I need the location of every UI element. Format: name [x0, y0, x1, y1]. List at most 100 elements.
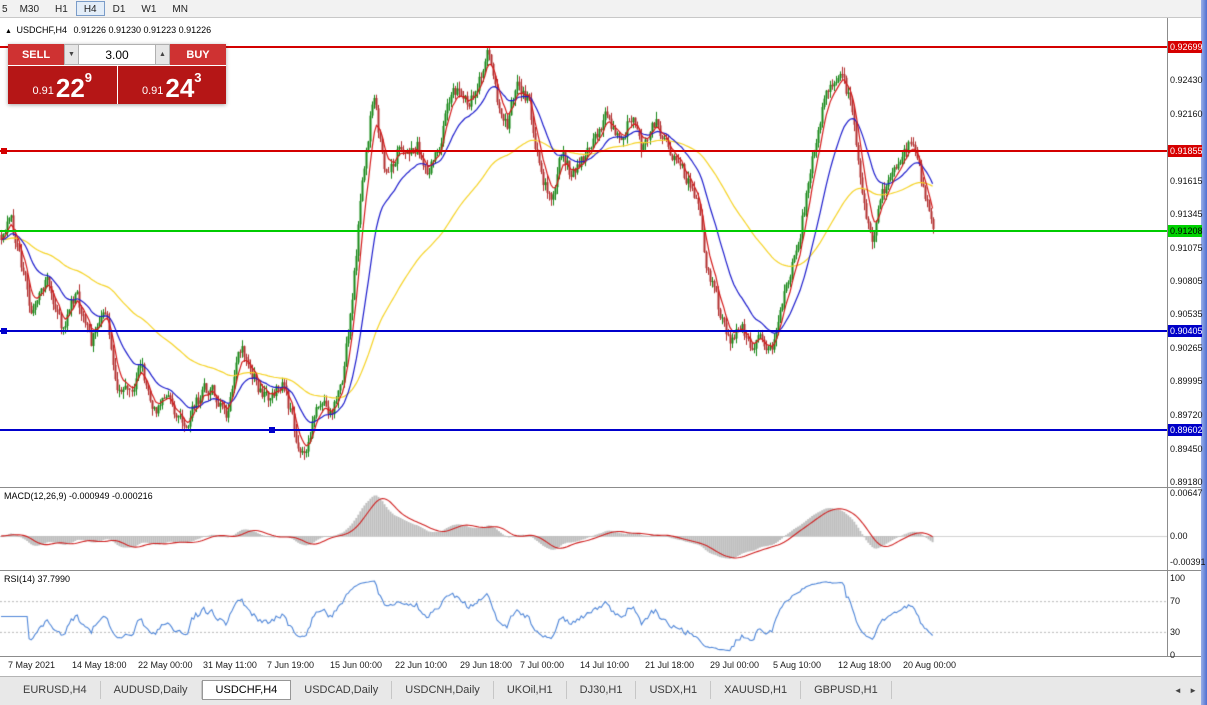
sell-price-display[interactable]: 0.91 22 9 [8, 66, 117, 104]
price-axis[interactable]: 0.92699 0.92430 0.92160 0.91855 0.91615 0.913… [1167, 18, 1206, 660]
price-axis-label: 0.91075 [1170, 242, 1203, 253]
volume-input[interactable] [79, 44, 155, 65]
time-axis-label: 15 Jun 00:00 [330, 660, 383, 670]
timeframe-button-h4[interactable]: H4 [75, 1, 105, 16]
time-axis[interactable]: 7 May 2021 14 May 18:00 22 May 00:00 31 May… [0, 657, 1167, 676]
chart-tabs: EURUSD,H4 AUDUSD,Daily USDCHF,H4 USDCAD,Dai… [0, 677, 1207, 700]
time-axis-label: 21 Jul 18:00 [645, 660, 695, 670]
timeframe-button-mn[interactable]: MN [172, 4, 188, 15]
time-axis-label: 7 May 2021 [8, 660, 56, 670]
price-axis-badge: 0.89602 [1168, 423, 1203, 436]
price-axis-badge: 0.92699 [1168, 41, 1203, 53]
line-selection-handle[interactable] [269, 426, 275, 433]
chart-tab-usdcad-daily[interactable]: USDCAD,Daily [291, 681, 393, 699]
rsi-axis-label: 0 [1170, 650, 1176, 660]
chart-tab-audusd-daily[interactable]: AUDUSD,Daily [101, 681, 202, 699]
line-selection-handle[interactable] [1, 327, 7, 334]
line-selection-handle[interactable] [1, 148, 7, 155]
time-axis-label: 5 Aug 10:00 [773, 660, 822, 670]
price-axis-label: 0.89450 [1170, 443, 1203, 454]
chart-tab-bar: EURUSD,H4 AUDUSD,Daily USDCHF,H4 USDCAD,Dai… [0, 676, 1207, 705]
one-click-trading-widget: SELL ▼ ▲ BUY 0.91 22 9 0.91 24 [8, 44, 226, 104]
macd-axis-label: 0.00647 [1170, 487, 1203, 498]
timeframe-button-d1[interactable]: D1 [112, 4, 126, 15]
chart-icon: ▲ [5, 28, 12, 35]
rsi-axis-label: 30 [1170, 626, 1181, 637]
price-axis-label: 0.91615 [1170, 175, 1203, 186]
time-axis-label: 29 Jul 00:00 [710, 660, 760, 670]
tab-scroll-right-icon[interactable]: ► [1189, 686, 1197, 695]
macd-axis-label: 0.00 [1170, 531, 1188, 541]
price-axis-label: 0.92430 [1170, 75, 1203, 86]
tab-scroll-arrows: ◄ ► [1169, 686, 1197, 695]
timeframe-toolbar: 5 M30 H1 H4 D1 W1 MN [0, 0, 1207, 18]
one-click-order-row: SELL ▼ ▲ BUY [8, 44, 226, 65]
price-axis-label: 0.91345 [1170, 209, 1203, 220]
time-axis-label: 14 Jul 10:00 [580, 660, 630, 670]
timeframe-button-5[interactable]: 5 [2, 4, 8, 15]
buy-price-pip: 3 [194, 70, 202, 85]
panel-separator[interactable] [0, 570, 1201, 571]
time-axis-label: 29 Jun 18:00 [460, 660, 513, 670]
price-axis-badge: 0.91208 [1168, 225, 1203, 238]
time-axis-label: 22 May 00:00 [138, 660, 193, 670]
price-axis-label: 0.89720 [1170, 410, 1203, 421]
timeframe-button-h1[interactable]: H1 [55, 4, 68, 15]
time-axis-label: 20 Aug 00:00 [903, 660, 957, 670]
buy-button[interactable]: BUY [170, 44, 226, 65]
time-axis-label: 14 May 18:00 [72, 660, 127, 670]
price-axis-label: 0.90805 [1170, 276, 1203, 287]
chart-symbol-period: USDCHF,H4 [16, 25, 67, 35]
time-axis-label: 12 Aug 18:00 [838, 660, 892, 670]
macd-indicator-chart[interactable] [0, 488, 1167, 570]
panel-separator[interactable] [0, 656, 1201, 657]
chart-tab-dj30-h1[interactable]: DJ30,H1 [567, 681, 637, 699]
timeframe-button-w1[interactable]: W1 [141, 4, 157, 15]
time-axis-label: 7 Jul 00:00 [520, 660, 565, 670]
timeframe-button-m30[interactable]: M30 [19, 4, 40, 15]
time-axis-label: 7 Jun 19:00 [267, 660, 315, 670]
chevron-down-icon: ▼ [68, 51, 75, 58]
chart-tab-xauusd-h1[interactable]: XAUUSD,H1 [711, 681, 802, 699]
chart-tab-usdchf-h4[interactable]: USDCHF,H4 [201, 680, 292, 700]
rsi-indicator-label: RSI(14) 37.7990 [4, 574, 71, 584]
tab-scroll-left-icon[interactable]: ◄ [1173, 686, 1182, 695]
sell-price-pip: 9 [84, 70, 93, 85]
price-axis-border [1167, 18, 1168, 657]
price-axis-label: 0.92160 [1170, 108, 1203, 119]
price-axis-badge: 0.91855 [1168, 145, 1203, 158]
chevron-up-icon: ▲ [159, 51, 166, 58]
sell-price-prefix: 0.91 [32, 85, 54, 97]
chart-tab-usdx-h1[interactable]: USDX,H1 [636, 681, 712, 699]
volume-spinner-button[interactable]: ▲ [155, 44, 170, 65]
volume-dropdown-button[interactable]: ▼ [64, 44, 79, 65]
horizontal-line-0.91855[interactable] [0, 150, 1167, 153]
chart-tab-usdcnh-daily[interactable]: USDCNH,Daily [392, 681, 494, 699]
horizontal-line-0.89602[interactable] [0, 428, 1167, 431]
rsi-axis-label: 100 [1170, 573, 1186, 583]
time-axis-label: 22 Jun 10:00 [395, 660, 448, 670]
buy-price-prefix: 0.91 [141, 85, 164, 97]
buy-price-display[interactable]: 0.91 24 3 [117, 66, 226, 104]
chart-window: ▲ USDCHF,H4 0.91226 0.91230 0.91223 0.91… [0, 18, 1206, 676]
macd-axis-label: -0.00391 [1170, 556, 1206, 567]
chart-tab-eurusd-h4[interactable]: EURUSD,H4 [10, 681, 101, 699]
chart-tab-gbpusd-h1[interactable]: GBPUSD,H1 [801, 681, 892, 699]
horizontal-line-0.92699[interactable] [0, 46, 1167, 48]
macd-indicator-label: MACD(12,26,9) -0.000949 -0.000216 [4, 491, 153, 501]
horizontal-line-0.91208[interactable] [0, 230, 1167, 233]
price-axis-badge: 0.90405 [1168, 324, 1203, 337]
chart-ohlc-values: 0.91226 0.91230 0.91223 0.91226 [73, 25, 212, 35]
price-axis-label: 0.90265 [1170, 342, 1203, 353]
sell-button[interactable]: SELL [8, 44, 64, 65]
rsi-indicator-chart[interactable] [0, 571, 1167, 656]
horizontal-line-0.90405[interactable] [0, 329, 1167, 332]
window-border [1201, 0, 1207, 705]
panel-separator[interactable] [0, 487, 1201, 488]
chart-title: ▲ USDCHF,H4 0.91226 0.91230 0.91223 0.91… [5, 25, 215, 35]
buy-price-big: 24 [165, 73, 195, 103]
rsi-axis-label: 70 [1170, 596, 1181, 607]
price-axis-label: 0.89180 [1170, 476, 1203, 487]
chart-tab-ukoil-h1[interactable]: UKOil,H1 [494, 681, 567, 699]
